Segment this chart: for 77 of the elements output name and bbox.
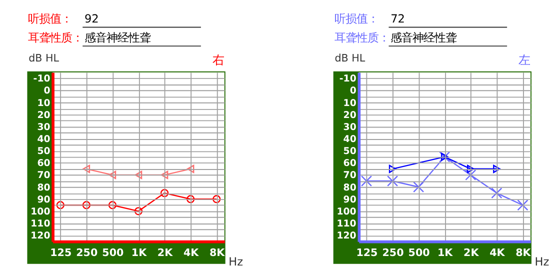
point	[186, 164, 194, 174]
point	[108, 170, 116, 180]
x-tick-label: 2K	[157, 246, 174, 259]
y-tick-label: 90	[37, 194, 51, 206]
point	[360, 175, 372, 187]
chart-title: 右	[212, 52, 224, 67]
y-tick-label: 50	[37, 146, 51, 158]
y-tick-label: 0	[350, 86, 357, 97]
y-tick-label: 90	[343, 194, 357, 206]
y-tick-label: 120	[30, 230, 51, 242]
text: 72	[390, 12, 405, 26]
y-tick-label: 20	[343, 110, 357, 121]
text: 耳聋性质：	[28, 31, 84, 44]
point	[413, 181, 424, 193]
text: 感音神经性聋	[390, 31, 457, 44]
point	[134, 207, 143, 216]
x-tick-label: 500	[408, 246, 430, 259]
x-axis-title: Hz	[228, 255, 244, 268]
text: 听损值：	[334, 12, 378, 26]
text: 耳聋性质：	[334, 31, 390, 44]
y-tick-label: 30	[343, 122, 357, 133]
x-tick-label: 500	[102, 246, 124, 259]
point	[517, 200, 528, 211]
y-tick-label: -10	[33, 74, 51, 85]
y-tick-label: 50	[343, 146, 357, 158]
point	[160, 170, 168, 180]
y-tick-label: 100	[30, 206, 51, 218]
x-tick-label: 2K	[464, 246, 480, 259]
y-tick-label: 70	[37, 170, 51, 182]
x-tick-label: 125	[356, 246, 378, 259]
y-tick-label: 40	[343, 134, 357, 146]
point	[491, 188, 502, 199]
x-tick-label: 4K	[490, 246, 506, 259]
y-tick-label: 40	[37, 134, 51, 146]
point	[82, 201, 91, 210]
point	[387, 175, 398, 187]
y-axis-title: dB HL	[334, 52, 366, 65]
x-tick-label: 250	[76, 246, 98, 259]
point	[467, 164, 474, 174]
y-tick-label: 20	[37, 110, 51, 121]
text: 92	[84, 12, 99, 26]
x-tick-label: 8K	[209, 246, 226, 259]
y-tick-label: 110	[336, 218, 357, 230]
x-axis-title: Hz	[534, 255, 550, 268]
y-tick-label: 70	[343, 170, 357, 182]
x-tick-label: 1K	[131, 246, 148, 259]
y-tick-label: 10	[37, 98, 51, 109]
y-tick-label: 0	[44, 86, 51, 97]
x-tick-label: 1K	[437, 246, 454, 259]
y-tick-label: 30	[37, 122, 51, 133]
y-tick-label: 60	[343, 158, 357, 170]
x-tick-label: 4K	[183, 246, 200, 259]
x-tick-label: 125	[50, 246, 72, 259]
x-tick-label: 8K	[516, 246, 532, 259]
point	[134, 170, 142, 180]
point	[56, 201, 64, 210]
point	[465, 169, 476, 180]
y-tick-label: 120	[336, 230, 357, 242]
point	[388, 164, 396, 174]
point	[493, 164, 500, 174]
y-tick-label: 80	[343, 182, 357, 194]
point	[108, 201, 117, 210]
y-tick-label: 80	[37, 182, 51, 194]
point	[160, 188, 169, 198]
y-tick-label: 100	[336, 206, 357, 218]
point	[212, 195, 221, 204]
point	[82, 164, 90, 174]
y-tick-label: 110	[30, 218, 51, 230]
y-tick-label: 60	[37, 158, 51, 170]
y-axis-title: dB HL	[28, 52, 60, 65]
x-tick-label: 250	[382, 246, 404, 259]
text: 感音神经性聋	[84, 31, 151, 44]
text: 听损值：	[28, 12, 72, 26]
chart-title: 左	[518, 52, 531, 67]
y-tick-label: -10	[339, 74, 357, 85]
point	[186, 195, 195, 204]
y-tick-label: 10	[343, 98, 357, 109]
